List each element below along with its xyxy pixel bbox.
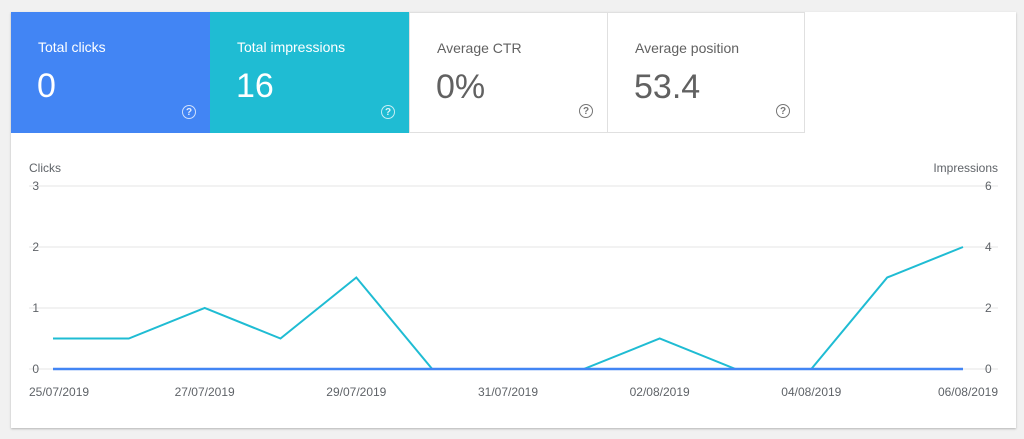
x-tick-label: 27/07/2019 (175, 385, 235, 399)
impressions-data-point[interactable] (123, 333, 135, 345)
average-position-label: Average position (635, 40, 740, 56)
clicks-data-point[interactable] (654, 363, 666, 375)
impressions-data-point[interactable] (957, 241, 969, 253)
average-ctr-label: Average CTR (437, 40, 522, 56)
average-position-tile[interactable]: Average position 53.4 ? (607, 12, 805, 133)
total-impressions-label: Total impressions (237, 39, 346, 55)
impressions-data-point[interactable] (199, 302, 211, 314)
help-icon[interactable]: ? (381, 105, 395, 119)
x-tick-label: 06/08/2019 (938, 385, 998, 399)
clicks-data-point[interactable] (881, 363, 893, 375)
impressions-data-point[interactable] (47, 333, 59, 345)
clicks-data-point[interactable] (350, 363, 362, 375)
clicks-data-point[interactable] (730, 363, 742, 375)
performance-chart[interactable]: Clicks Impressions 0 1 2 3 0 2 4 6 25/07/2019 27/… (11, 12, 1016, 428)
clicks-data-point[interactable] (47, 363, 59, 375)
x-tick-label: 29/07/2019 (326, 385, 386, 399)
right-y-tick-label: 2 (985, 301, 992, 315)
x-tick-label: 02/08/2019 (630, 385, 690, 399)
clicks-data-point[interactable] (426, 363, 438, 375)
left-y-tick-label: 2 (32, 240, 39, 254)
impressions-data-point[interactable] (350, 272, 362, 284)
right-axis-title: Impressions (933, 161, 998, 175)
clicks-data-point[interactable] (199, 363, 211, 375)
performance-card: Total clicks 0 ? Total impressions 16 ? … (11, 12, 1016, 428)
total-clicks-label: Total clicks (38, 39, 106, 55)
right-y-tick-label: 6 (985, 179, 992, 193)
left-y-tick-label: 3 (32, 179, 39, 193)
help-icon[interactable]: ? (776, 104, 790, 118)
total-impressions-tile[interactable]: Total impressions 16 ? (210, 12, 409, 133)
total-impressions-value: 16 (236, 67, 274, 105)
impressions-data-point[interactable] (654, 333, 666, 345)
impressions-data-point[interactable] (881, 272, 893, 284)
metric-tiles: Total clicks 0 ? Total impressions 16 ? … (11, 12, 805, 133)
help-icon[interactable]: ? (579, 104, 593, 118)
left-y-tick-label: 1 (32, 301, 39, 315)
average-position-value: 53.4 (634, 68, 701, 106)
x-tick-label: 31/07/2019 (478, 385, 538, 399)
right-y-tick-label: 0 (985, 362, 992, 376)
clicks-data-point[interactable] (502, 363, 514, 375)
left-axis-title: Clicks (29, 161, 61, 175)
right-y-tick-label: 4 (985, 240, 992, 254)
total-clicks-tile[interactable]: Total clicks 0 ? (11, 12, 210, 133)
impressions-data-point[interactable] (275, 333, 287, 345)
average-ctr-tile[interactable]: Average CTR 0% ? (409, 12, 608, 133)
average-ctr-value: 0% (436, 68, 486, 106)
clicks-data-point[interactable] (578, 363, 590, 375)
clicks-data-point[interactable] (275, 363, 287, 375)
x-tick-label: 04/08/2019 (781, 385, 841, 399)
total-clicks-value: 0 (37, 67, 56, 105)
help-icon[interactable]: ? (182, 105, 196, 119)
x-tick-label: 25/07/2019 (29, 385, 89, 399)
left-y-tick-label: 0 (32, 362, 39, 376)
clicks-data-point[interactable] (805, 363, 817, 375)
clicks-data-point[interactable] (123, 363, 135, 375)
clicks-data-point[interactable] (957, 363, 969, 375)
